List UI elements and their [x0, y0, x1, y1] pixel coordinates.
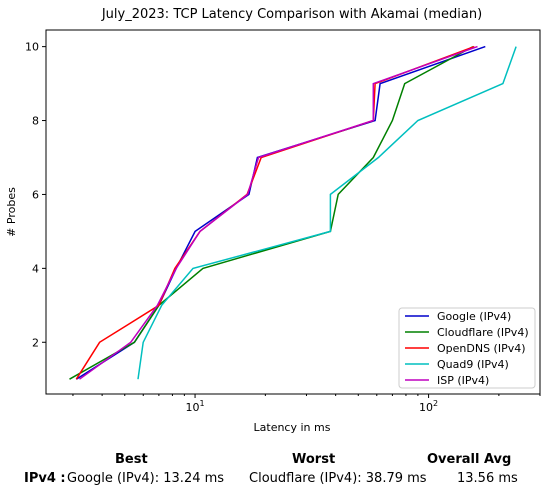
chart-title: July_2023: TCP Latency Comparison with A… [101, 7, 482, 22]
legend: Google (IPv4) Cloudflare (IPv4) OpenDNS (I… [398, 307, 536, 389]
legend-label: ISP (IPv4) [437, 374, 489, 387]
x-tick-label: 102 [419, 399, 438, 414]
y-axis-label: # Probes [5, 187, 18, 237]
x-axis-label: Latency in ms [254, 421, 331, 434]
y-tick-label: 10 [25, 41, 39, 54]
summary-worst-value: Cloudflare (IPv4): 38.79 ms [249, 471, 427, 486]
y-tick-label: 2 [32, 336, 39, 349]
summary-best-value: Google (IPv4): 13.24 ms [67, 471, 225, 486]
legend-label: OpenDNS (IPv4) [437, 342, 526, 355]
summary-avg-value: 13.56 ms [457, 471, 518, 486]
plot-area [45, 29, 541, 395]
y-tick-label: 8 [32, 115, 39, 128]
summary-row-label: IPv4 : [24, 471, 66, 486]
series-line-4 [79, 45, 478, 380]
legend-label: Quad9 (IPv4) [437, 358, 509, 371]
legend-label: Cloudflare (IPv4) [437, 326, 529, 339]
summary-best-header: Best [115, 452, 148, 467]
y-tick-label: 4 [32, 262, 39, 275]
legend-box [398, 307, 536, 389]
y-tick-label: 6 [32, 188, 39, 201]
summary-avg-header: Overall Avg [427, 452, 512, 467]
summary-worst-header: Worst [292, 452, 336, 467]
x-tick-label: 101 [186, 399, 205, 414]
series-line-1 [69, 45, 474, 380]
series-line-3 [137, 46, 517, 380]
legend-label: Google (IPv4) [437, 310, 511, 323]
